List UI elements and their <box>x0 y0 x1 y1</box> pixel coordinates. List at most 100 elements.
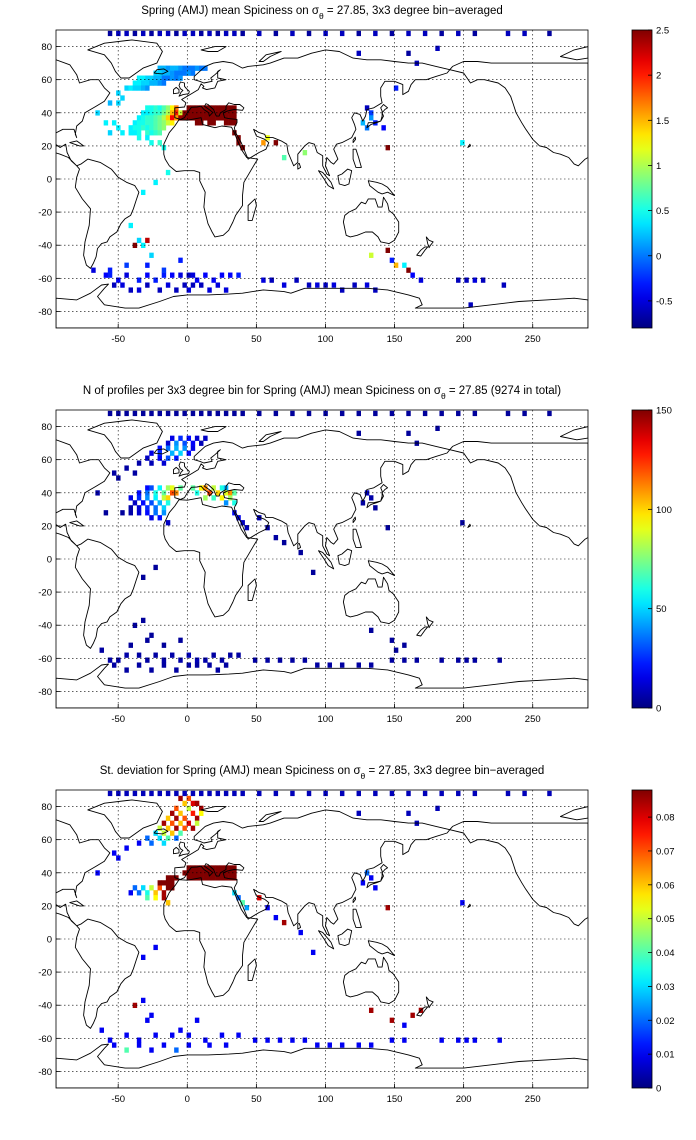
data-cell <box>120 95 125 101</box>
coastline-americas <box>56 439 140 649</box>
data-cell <box>170 485 175 491</box>
y-tick-label: 0 <box>47 555 52 566</box>
data-cell <box>228 875 233 881</box>
colorbar-tick-label: 50 <box>656 604 667 615</box>
data-cell <box>223 490 229 496</box>
coastline-iceland <box>153 68 169 75</box>
data-cell <box>410 272 415 278</box>
coastline-madagascar <box>247 198 257 221</box>
data-cell <box>190 865 196 871</box>
data-cell <box>136 1037 142 1043</box>
colorbar-tick-label: 0 <box>656 704 661 715</box>
data-cell <box>178 830 183 836</box>
data-cell <box>203 495 208 501</box>
data-cell <box>194 820 200 826</box>
data-cell <box>281 539 287 546</box>
data-cell <box>157 125 163 131</box>
data-cell <box>157 410 163 417</box>
coastline-greenland <box>87 39 163 79</box>
colorbar <box>631 789 653 1089</box>
x-tick-label: 200 <box>456 334 472 345</box>
data-cell <box>277 657 283 663</box>
data-cell <box>199 410 204 417</box>
x-tick-label: 200 <box>456 714 472 725</box>
coastline-cuba <box>69 900 85 907</box>
data-cell <box>203 875 208 881</box>
data-cell <box>364 870 370 876</box>
data-cell <box>232 790 237 797</box>
data-cell <box>194 120 200 126</box>
data-cell <box>402 642 407 648</box>
chart-title: Spring (AMJ) mean Spiciness on σθ = 27.8… <box>141 5 503 21</box>
x-tick-label: 150 <box>387 1094 403 1105</box>
data-cell <box>132 410 138 417</box>
data-cell <box>157 140 163 146</box>
data-cell <box>161 840 167 846</box>
coastline-svalbard <box>200 46 227 52</box>
data-cell <box>124 790 129 797</box>
x-tick-label: 50 <box>251 714 262 725</box>
data-cell <box>460 900 465 906</box>
data-cell <box>422 790 428 797</box>
y-tick-label: -20 <box>38 968 52 979</box>
data-cell <box>165 790 171 797</box>
data-cell <box>261 277 266 283</box>
data-cell <box>161 65 167 71</box>
data-cell <box>505 790 511 797</box>
data-cell <box>389 657 395 663</box>
data-cell <box>132 470 138 476</box>
x-tick-label: 50 <box>251 1094 262 1105</box>
data-cell <box>339 662 345 668</box>
data-cell <box>472 1037 478 1043</box>
y-tick-label: 60 <box>41 455 52 466</box>
data-cell <box>232 500 237 506</box>
data-cell <box>178 115 183 121</box>
data-cell <box>199 810 204 816</box>
data-cell <box>174 825 179 831</box>
data-cell <box>107 1037 113 1043</box>
data-cell <box>257 410 262 417</box>
data-cell <box>439 657 444 663</box>
y-tick-label: -20 <box>38 588 52 599</box>
data-cell <box>140 574 146 580</box>
data-cell <box>145 237 150 244</box>
data-cell <box>111 282 117 288</box>
data-cell <box>153 895 158 901</box>
data-cell <box>182 65 187 71</box>
data-cell <box>95 490 100 496</box>
coastline-ireland <box>173 846 180 855</box>
data-cell <box>170 820 175 826</box>
data-cell <box>219 870 225 876</box>
data-cell <box>182 800 187 807</box>
data-cell <box>207 120 212 126</box>
data-cell <box>373 410 378 417</box>
data-cell <box>406 50 411 56</box>
data-cell <box>120 510 125 516</box>
data-cell <box>480 277 486 283</box>
data-cell <box>178 795 183 802</box>
data-cell <box>219 875 225 881</box>
data-cell <box>174 30 179 37</box>
y-tick-label: 20 <box>41 141 52 152</box>
data-cell <box>116 410 121 417</box>
data-cell <box>157 790 163 797</box>
data-cell <box>240 145 245 151</box>
data-cell <box>199 865 204 871</box>
data-cell <box>149 632 154 638</box>
data-cell <box>186 105 192 111</box>
data-cell <box>145 115 150 121</box>
data-cell <box>145 637 150 643</box>
data-cell <box>203 485 208 491</box>
data-cell <box>157 825 163 831</box>
data-cell <box>199 805 204 811</box>
data-cell <box>149 80 154 86</box>
data-cell <box>240 520 245 526</box>
coastlines <box>56 39 588 328</box>
data-cell <box>215 30 221 37</box>
data-cell <box>327 662 332 668</box>
chart-title: N of profiles per 3x3 degree bin for Spr… <box>83 385 561 401</box>
data-cell <box>203 65 208 71</box>
data-cell <box>178 75 183 81</box>
data-cell <box>207 30 212 37</box>
coastline-britain <box>178 81 190 97</box>
